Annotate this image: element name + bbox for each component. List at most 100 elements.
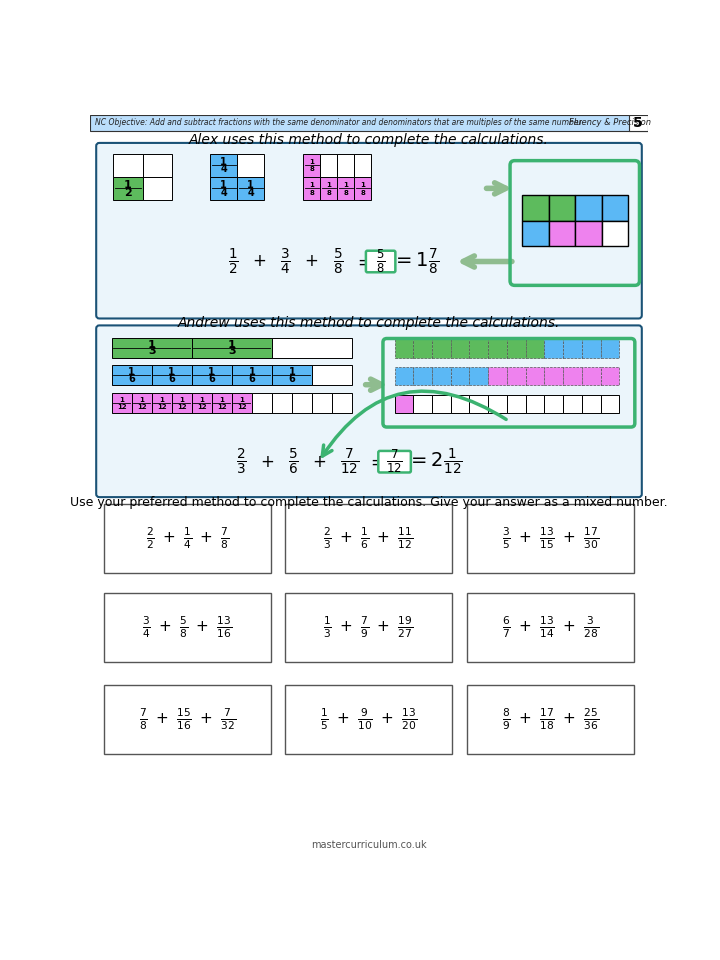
Bar: [210, 177, 238, 200]
Text: 1: 1: [248, 180, 254, 190]
Bar: [629, 115, 648, 131]
Text: 3: 3: [148, 347, 156, 356]
Text: 1: 1: [326, 181, 331, 188]
Bar: [451, 395, 469, 413]
Text: 1: 1: [361, 181, 365, 188]
Bar: [303, 154, 320, 177]
Text: $\frac{2}{2}\ +\ \frac{1}{4}\ +\ \frac{7}{8}$: $\frac{2}{2}\ +\ \frac{1}{4}\ +\ \frac{7…: [145, 526, 229, 551]
Bar: [395, 339, 413, 358]
Text: 4: 4: [248, 187, 254, 198]
Bar: [507, 367, 526, 386]
Bar: [582, 395, 600, 413]
Bar: [272, 338, 352, 358]
Bar: [488, 395, 507, 413]
Text: $+$: $+$: [312, 453, 326, 470]
Bar: [469, 339, 488, 358]
Bar: [212, 394, 232, 413]
Text: 1: 1: [228, 340, 235, 349]
Text: 12: 12: [177, 404, 186, 410]
Text: 1: 1: [139, 397, 144, 403]
Text: 1: 1: [208, 368, 215, 377]
Bar: [413, 395, 432, 413]
Text: 12: 12: [137, 404, 147, 410]
Bar: [601, 195, 628, 221]
Text: 1: 1: [220, 156, 227, 167]
Bar: [467, 504, 634, 573]
Bar: [104, 592, 271, 661]
Bar: [507, 395, 526, 413]
Bar: [312, 366, 352, 386]
Bar: [467, 592, 634, 661]
FancyBboxPatch shape: [366, 251, 395, 273]
Text: 8: 8: [343, 189, 348, 196]
Bar: [285, 504, 452, 573]
Text: $\frac{5}{6}$: $\frac{5}{6}$: [289, 446, 300, 477]
Bar: [600, 339, 619, 358]
Text: $\frac{3}{4}$: $\frac{3}{4}$: [280, 247, 291, 276]
Bar: [600, 367, 619, 386]
Text: 1: 1: [179, 397, 184, 403]
Bar: [432, 339, 451, 358]
Bar: [132, 394, 152, 413]
Bar: [413, 367, 432, 386]
Bar: [320, 154, 337, 177]
Text: $+$: $+$: [252, 252, 266, 271]
Text: 1: 1: [220, 180, 227, 190]
Bar: [582, 339, 600, 358]
Bar: [143, 154, 172, 177]
Text: $= 2\frac{1}{12}$: $= 2\frac{1}{12}$: [407, 446, 463, 477]
Text: 8: 8: [326, 189, 331, 196]
Text: 6: 6: [168, 374, 175, 384]
Bar: [354, 177, 372, 200]
Text: $+$: $+$: [304, 252, 318, 271]
Text: $\frac{7}{12}$: $\frac{7}{12}$: [340, 446, 359, 477]
Text: 12: 12: [117, 404, 127, 410]
Text: 6: 6: [248, 374, 255, 384]
Text: $=$: $=$: [366, 453, 384, 470]
Bar: [395, 395, 413, 413]
Text: $+$: $+$: [260, 453, 274, 470]
Text: 1: 1: [239, 397, 244, 403]
Bar: [320, 177, 337, 200]
Text: 12: 12: [157, 404, 166, 410]
Bar: [113, 154, 143, 177]
Bar: [563, 395, 582, 413]
Bar: [575, 195, 601, 221]
Text: $\frac{5}{8}$: $\frac{5}{8}$: [376, 248, 385, 276]
Text: $\frac{3}{4}\ +\ \frac{5}{8}\ +\ \frac{13}{16}$: $\frac{3}{4}\ +\ \frac{5}{8}\ +\ \frac{1…: [142, 614, 233, 640]
Bar: [451, 367, 469, 386]
Text: $\frac{6}{7}\ +\ \frac{13}{14}\ +\ \frac{3}{28}$: $\frac{6}{7}\ +\ \frac{13}{14}\ +\ \frac…: [503, 614, 599, 640]
Bar: [143, 177, 172, 200]
Text: $\frac{8}{9}\ +\ \frac{17}{18}\ +\ \frac{25}{36}$: $\frac{8}{9}\ +\ \frac{17}{18}\ +\ \frac…: [503, 707, 599, 732]
Bar: [104, 685, 271, 755]
Text: 8: 8: [309, 189, 314, 196]
Bar: [192, 338, 272, 358]
Text: $\frac{1}{2}$: $\frac{1}{2}$: [228, 247, 239, 276]
Bar: [469, 367, 488, 386]
Bar: [337, 177, 354, 200]
Text: $\frac{5}{8}$: $\frac{5}{8}$: [333, 247, 343, 276]
Bar: [332, 394, 352, 413]
Text: 4: 4: [220, 164, 227, 175]
Text: $\frac{1}{3}\ +\ \frac{7}{9}\ +\ \frac{19}{27}$: $\frac{1}{3}\ +\ \frac{7}{9}\ +\ \frac{1…: [323, 614, 414, 640]
Text: 1: 1: [124, 180, 132, 190]
Bar: [112, 338, 192, 358]
Text: 1: 1: [289, 368, 295, 377]
Text: mastercurriculum.co.uk: mastercurriculum.co.uk: [311, 840, 427, 851]
Text: 1: 1: [128, 368, 135, 377]
Bar: [395, 367, 413, 386]
Text: 1: 1: [343, 181, 348, 188]
Text: $= 1\frac{7}{8}$: $= 1\frac{7}{8}$: [392, 247, 439, 276]
Bar: [549, 195, 575, 221]
Bar: [172, 394, 192, 413]
Text: 6: 6: [128, 374, 135, 384]
Text: 1: 1: [309, 158, 314, 165]
Bar: [113, 177, 143, 200]
Bar: [192, 394, 212, 413]
Bar: [232, 394, 252, 413]
Bar: [526, 395, 544, 413]
Text: $\frac{3}{5}\ +\ \frac{13}{15}\ +\ \frac{17}{30}$: $\frac{3}{5}\ +\ \frac{13}{15}\ +\ \frac…: [503, 526, 599, 551]
Bar: [549, 221, 575, 246]
Bar: [488, 367, 507, 386]
Bar: [451, 339, 469, 358]
